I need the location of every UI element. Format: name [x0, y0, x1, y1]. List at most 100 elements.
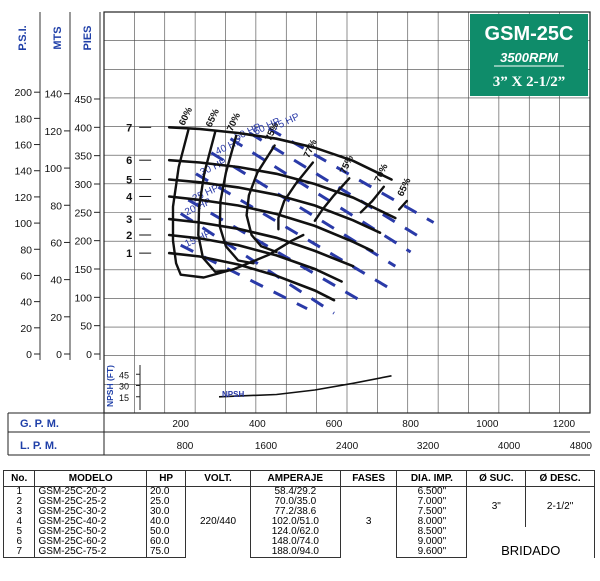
pies-tick-label: 250	[74, 207, 92, 219]
psi-tick-label: 0	[26, 349, 32, 361]
header-hp: HP	[145, 470, 187, 487]
lpm-tick-label: 800	[177, 441, 194, 452]
efficiency-curve	[359, 185, 385, 214]
pies-tick-label: 0	[86, 349, 92, 361]
head-curve-label: 5	[126, 174, 132, 186]
head-curve	[167, 178, 382, 234]
head-curve-label: 7	[126, 122, 132, 134]
pies-axis-title: PIES	[82, 25, 94, 50]
gpm-tick-label: 1000	[476, 419, 499, 430]
hp-line	[180, 243, 308, 311]
efficiency-curve	[218, 134, 255, 265]
header-suc: Ø SUC.	[466, 470, 527, 487]
efficiency-curve	[171, 129, 305, 279]
header-desc: Ø DESC.	[525, 470, 595, 487]
title-box	[470, 14, 588, 96]
psi-tick-label: 200	[14, 87, 32, 99]
psi-tick-label: 40	[20, 297, 32, 309]
title-rpm: 3500RPM	[500, 50, 559, 65]
npsh-curve	[218, 375, 392, 398]
cell-volt: 220/440	[185, 486, 251, 558]
mts-tick-label: 60	[50, 237, 62, 249]
cell-dia-imp: 9.600"	[396, 547, 468, 558]
pies-tick-label: 350	[74, 151, 92, 163]
gpm-tick-label: 400	[249, 419, 266, 430]
hp-line	[179, 212, 335, 315]
cell-no: 7	[2, 547, 36, 558]
lpm-tick-label: 4800	[570, 441, 593, 452]
hp-line	[229, 137, 412, 254]
cell-no: 5	[2, 527, 36, 537]
head-curve	[167, 158, 397, 220]
pies-tick-label: 200	[74, 236, 92, 248]
efficiency-curve-label: 65%	[396, 176, 414, 198]
psi-tick-label: 140	[14, 166, 32, 178]
psi-axis-title: P.S.I.	[17, 25, 29, 50]
cell-dia-imp: 7.000"	[396, 497, 468, 507]
npsh-tick-label: 30	[119, 382, 129, 392]
gpm-tick-label: 800	[402, 419, 419, 430]
cell-amperaje: 102.0/51.0	[249, 517, 341, 527]
header-no: No.	[2, 470, 36, 487]
head-curve-label: 4	[126, 191, 133, 203]
specifications-table: No. MODELO HP VOLT. AMPERAJE FASES DIA. …	[2, 470, 595, 558]
npsh-tick-label: 45	[119, 370, 129, 380]
efficiency-curve	[277, 161, 315, 231]
hp-line	[195, 172, 389, 289]
cell-bridado: BRIDADO	[466, 527, 595, 558]
table-row: 3 GSM-25C-30-2 30.0 77.2/38.6 7.500"	[2, 507, 595, 517]
table-row: 7 GSM-25C-75-2 75.0 188.0/94.0 9.600"	[2, 547, 595, 558]
mts-tick-label: 80	[50, 200, 62, 212]
header-dia-imp: DIA. IMP.	[396, 470, 468, 487]
cell-hp: 50.0	[145, 527, 187, 537]
psi-tick-label: 20	[20, 323, 32, 335]
lpm-tick-label: 2400	[336, 441, 359, 452]
efficiency-curve	[313, 177, 351, 222]
hp-line	[210, 151, 397, 268]
cell-amperaje: 70.0/35.0	[249, 497, 341, 507]
efficiency-curve-label: 70%	[373, 162, 391, 184]
mts-tick-label: 140	[44, 89, 62, 101]
table-row: 2 GSM-25C-25-2 25.0 70.0/35.0 7.000"	[2, 497, 595, 507]
cell-hp: 30.0	[145, 507, 187, 517]
table-row: 4 GSM-25C-40-2 40.0 102.0/51.0 8.000"	[2, 517, 595, 527]
pump-curve-svg: P.S.I. MTS PIES020406080100120140160180200…	[7, 11, 593, 456]
npsh-tick-label: 15	[119, 393, 129, 403]
head-curve	[167, 126, 393, 181]
cell-amperaje: 148.0/74.0	[249, 537, 341, 547]
efficiency-curve	[245, 144, 278, 254]
hp-line	[187, 198, 366, 305]
mts-tick-label: 0	[56, 349, 62, 361]
cell-hp: 60.0	[145, 537, 187, 547]
header-amperaje: AMPERAJE	[249, 470, 341, 487]
lpm-tick-label: 1600	[255, 441, 278, 452]
head-curve-label: 2	[126, 230, 132, 242]
gpm-tick-label: 200	[172, 419, 189, 430]
pies-tick-label: 400	[74, 122, 92, 134]
header-fases: FASES	[339, 470, 398, 487]
title-model: GSM-25C	[485, 23, 574, 45]
mts-tick-label: 120	[44, 126, 62, 138]
lpm-axis-title: L. P. M.	[20, 440, 57, 452]
lpm-tick-label: 4000	[498, 441, 521, 452]
psi-tick-label: 180	[14, 113, 32, 125]
table-row: 6 GSM-25C-60-2 60.0 148.0/74.0 9.000"	[2, 537, 595, 547]
cell-dia-imp: 8.000"	[396, 517, 468, 527]
cell-fases: 3	[339, 486, 398, 558]
head-curve	[167, 251, 336, 302]
pies-tick-label: 150	[74, 264, 92, 276]
table-header-row: No. MODELO HP VOLT. AMPERAJE FASES DIA. …	[2, 470, 595, 487]
psi-tick-label: 120	[14, 192, 32, 204]
head-curve-label: 6	[126, 155, 132, 167]
cell-hp: 40.0	[145, 517, 187, 527]
lpm-tick-label: 3200	[417, 441, 440, 452]
cell-no: 1	[2, 486, 36, 497]
hp-line	[248, 131, 420, 238]
mts-tick-label: 100	[44, 163, 62, 175]
pies-tick-label: 300	[74, 179, 92, 191]
psi-tick-label: 100	[14, 218, 32, 230]
header-volt: VOLT.	[185, 470, 251, 487]
cell-amperaje: 77.2/38.6	[249, 507, 341, 517]
cell-no: 2	[2, 497, 36, 507]
psi-tick-label: 60	[20, 270, 32, 282]
